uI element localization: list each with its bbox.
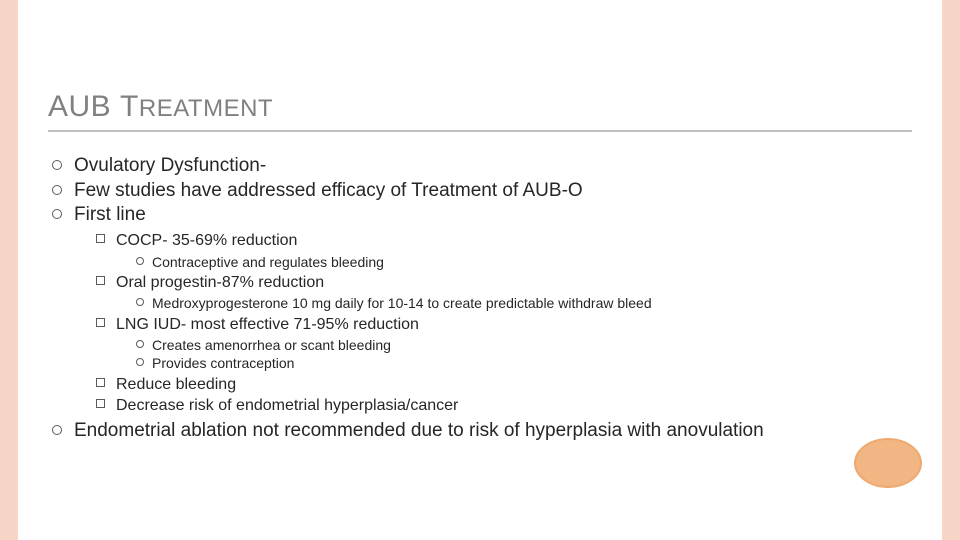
sub-bullet-text: COCP- 35-69% reduction [116, 232, 297, 249]
sub-sub-bullet-list: Contraceptive and regulates bleeding [116, 253, 912, 271]
sub-bullet-text: LNG IUD- most effective 71-95% reduction [116, 316, 419, 333]
sub-sub-bullet-list: Creates amenorrhea or scant bleeding Pro… [116, 336, 912, 372]
sub-bullet-item: Decrease risk of endometrial hyperplasia… [96, 395, 912, 417]
sub-sub-bullet-item: Medroxyprogesterone 10 mg daily for 10-1… [136, 294, 912, 312]
sub-sub-bullet-item: Creates amenorrhea or scant bleeding [136, 336, 912, 354]
bullet-item: First line COCP- 35-69% reduction Contra… [52, 203, 912, 416]
decorative-ellipse [854, 438, 922, 488]
sub-bullet-text: Reduce bleeding [116, 376, 236, 393]
bullet-item: Few studies have addressed efficacy of T… [52, 179, 912, 204]
sub-bullet-text: Oral progestin-87% reduction [116, 274, 324, 291]
sub-bullet-item: Reduce bleeding [96, 374, 912, 396]
sub-sub-bullet-item: Contraceptive and regulates bleeding [136, 253, 912, 271]
sub-sub-bullet-list: Medroxyprogesterone 10 mg daily for 10-1… [116, 294, 912, 312]
sub-sub-bullet-item: Provides contraception [136, 354, 912, 372]
bullet-list: Ovulatory Dysfunction- Few studies have … [48, 154, 912, 443]
sub-sub-bullet-text: Provides contraception [152, 355, 294, 371]
sub-sub-bullet-text: Creates amenorrhea or scant bleeding [152, 337, 391, 353]
sub-sub-bullet-text: Medroxyprogesterone 10 mg daily for 10-1… [152, 295, 652, 311]
bullet-item: Ovulatory Dysfunction- [52, 154, 912, 179]
slide-content: AUB TREATMENT Ovulatory Dysfunction- Few… [48, 90, 912, 443]
sub-bullet-text: Decrease risk of endometrial hyperplasia… [116, 397, 458, 414]
bullet-item: Endometrial ablation not recommended due… [52, 419, 912, 444]
slide-border-left [0, 0, 18, 540]
slide-title: AUB TREATMENT [48, 90, 912, 132]
title-part-1: AUB [48, 90, 120, 123]
sub-bullet-list: COCP- 35-69% reduction Contraceptive and… [74, 230, 912, 417]
bullet-text: First line [74, 204, 146, 225]
title-part-2-first: T [120, 90, 139, 123]
title-part-2-rest: REATMENT [139, 95, 273, 122]
sub-bullet-item: LNG IUD- most effective 71-95% reduction… [96, 314, 912, 373]
slide-border-right [942, 0, 960, 540]
bullet-text: Ovulatory Dysfunction- [74, 155, 266, 176]
sub-bullet-item: Oral progestin-87% reduction Medroxyprog… [96, 272, 912, 313]
bullet-text: Endometrial ablation not recommended due… [74, 420, 764, 441]
sub-bullet-item: COCP- 35-69% reduction Contraceptive and… [96, 230, 912, 271]
bullet-text: Few studies have addressed efficacy of T… [74, 180, 583, 201]
sub-sub-bullet-text: Contraceptive and regulates bleeding [152, 254, 384, 270]
